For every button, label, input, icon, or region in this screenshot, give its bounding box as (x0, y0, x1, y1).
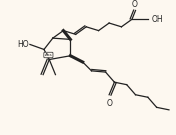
Text: O: O (106, 99, 112, 107)
Text: HO: HO (17, 40, 29, 49)
Text: O: O (132, 0, 138, 9)
Text: OH: OH (152, 15, 163, 24)
Text: Abs: Abs (45, 53, 52, 57)
